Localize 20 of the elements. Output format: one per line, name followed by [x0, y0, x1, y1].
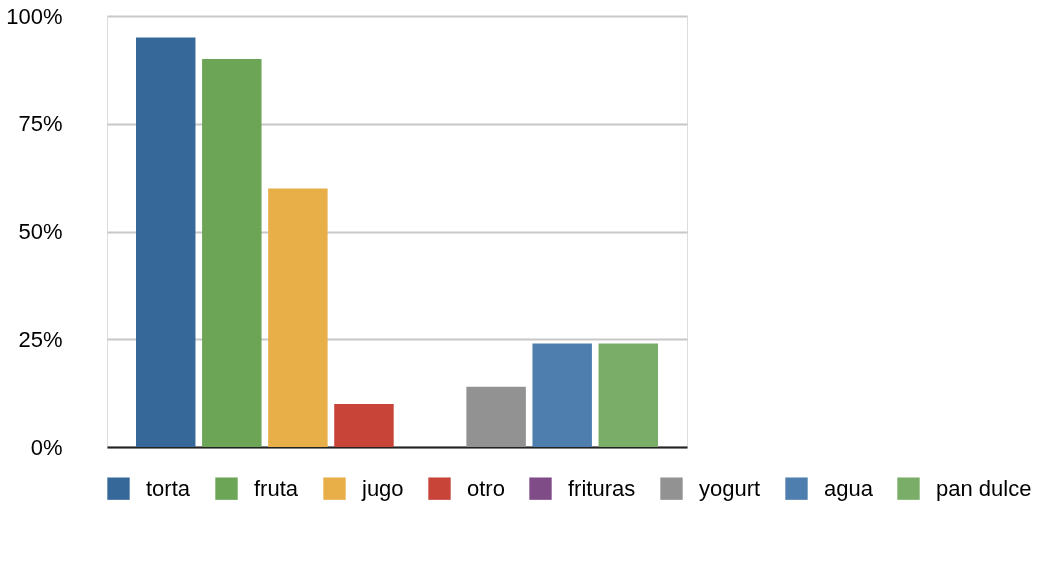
- bar: [136, 37, 196, 447]
- bar: [466, 386, 526, 447]
- bar: [268, 188, 328, 447]
- bar: [598, 343, 658, 447]
- legend-label: torta: [146, 475, 191, 501]
- legend-label: agua: [824, 475, 874, 501]
- y-tick-label: 25%: [18, 326, 63, 352]
- legend-label: jugo: [361, 475, 404, 501]
- y-tick-label: 0%: [30, 434, 63, 460]
- legend-label: pan dulce: [936, 475, 1032, 501]
- bar: [532, 343, 592, 447]
- legend-label: otro: [467, 475, 505, 501]
- bar: [202, 59, 262, 447]
- y-tick-label: 100%: [6, 3, 63, 29]
- bar: [334, 403, 394, 447]
- legend-label: yogurt: [699, 475, 761, 501]
- legend-label: frituras: [568, 475, 636, 501]
- y-tick-label: 50%: [18, 219, 63, 244]
- y-tick-label: 75%: [18, 111, 63, 137]
- legend-label: fruta: [254, 475, 299, 501]
